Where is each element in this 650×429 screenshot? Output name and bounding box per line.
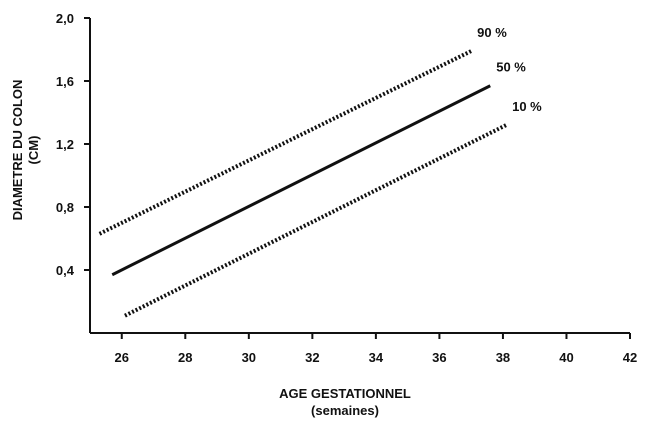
- x-tick-label: 30: [242, 350, 256, 365]
- series-label: 90 %: [477, 25, 507, 40]
- x-ticks: 26 28 30 32 34 36 38 40 42: [115, 333, 637, 365]
- y-tick-label: 0,4: [56, 263, 75, 278]
- x-tick-label: 28: [178, 350, 192, 365]
- y-ticks: 0,4 0,8 1,2 1,6 2,0: [56, 11, 90, 278]
- x-tick-label: 34: [369, 350, 384, 365]
- y-tick-label: 2,0: [56, 11, 74, 26]
- x-tick-label: 32: [305, 350, 319, 365]
- series-lines: [98, 49, 508, 318]
- x-axis-title: AGE GESTATIONNEL: [279, 386, 411, 401]
- series-labels: 90 % 50 % 10 %: [477, 25, 542, 114]
- x-tick-label: 38: [496, 350, 510, 365]
- y-axis-subtitle: (CM): [26, 136, 41, 165]
- y-tick-label: 1,2: [56, 137, 74, 152]
- series-line: [124, 123, 508, 318]
- series-line: [98, 49, 473, 236]
- x-tick-label: 42: [623, 350, 637, 365]
- y-tick-label: 1,6: [56, 74, 74, 89]
- x-tick-label: 26: [115, 350, 129, 365]
- series-label: 50 %: [496, 60, 526, 75]
- y-tick-label: 0,8: [56, 200, 74, 215]
- y-axis-title: DIAMETRE DU COLON: [10, 80, 25, 221]
- series-line: [111, 84, 491, 277]
- x-axis-subtitle: (semaines): [311, 403, 379, 418]
- x-tick-label: 36: [432, 350, 446, 365]
- series-label: 10 %: [512, 99, 542, 114]
- x-tick-label: 40: [559, 350, 573, 365]
